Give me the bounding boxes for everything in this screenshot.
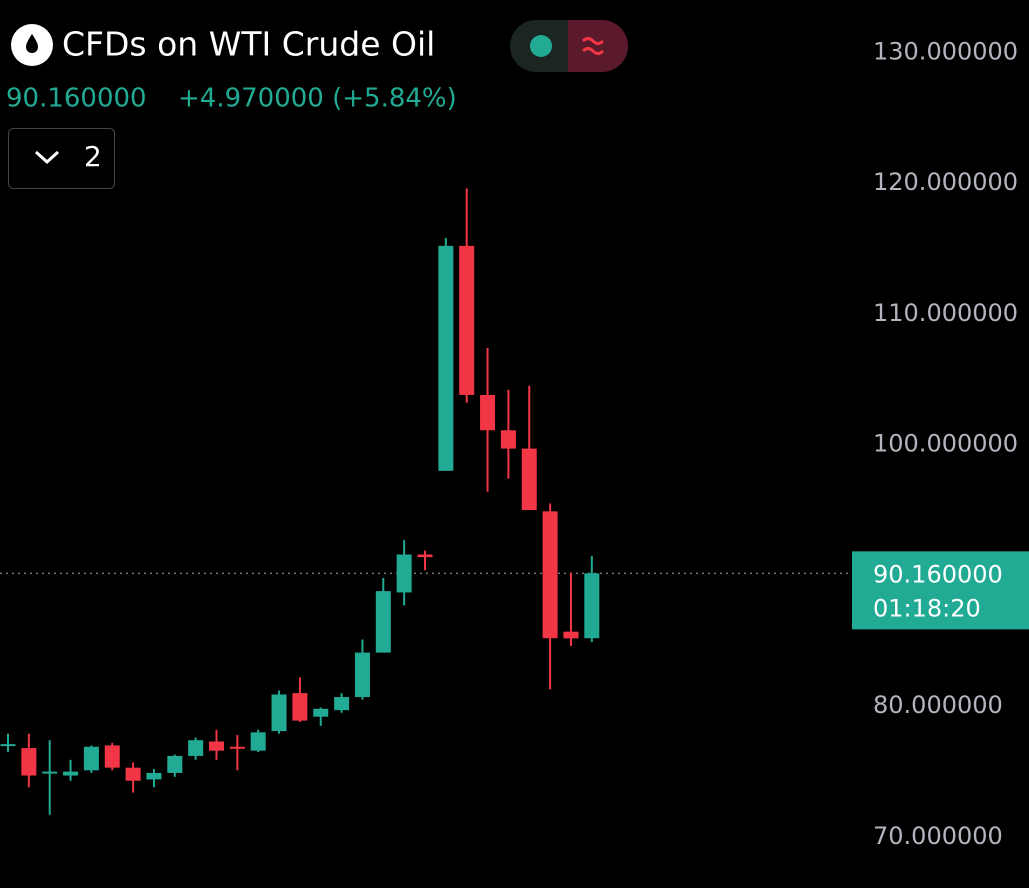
y-tick-label: 110.000000 [873, 299, 1018, 327]
candle [146, 768, 162, 788]
candle [209, 729, 224, 760]
candle [417, 550, 433, 571]
last-price: 90.160000 [6, 84, 147, 114]
status-badge-right [568, 20, 628, 72]
indicators-toggle[interactable] [8, 128, 115, 189]
candle [21, 733, 37, 788]
delayed-icon [581, 37, 605, 55]
candle-body [396, 554, 412, 593]
drop-icon [26, 34, 38, 53]
candle-body [271, 694, 287, 732]
candle-body [375, 591, 391, 653]
candle [167, 754, 183, 777]
price-tag-countdown: 01:18:20 [873, 594, 981, 622]
candle-body [125, 767, 141, 781]
candle [334, 693, 350, 713]
candle [292, 677, 308, 722]
price-tag [852, 551, 1029, 630]
candle [563, 572, 579, 647]
candle [0, 733, 16, 752]
symbol-title: CFDs on WTI Crude Oil [62, 25, 435, 64]
market-open-dot [530, 35, 552, 57]
candle-body [83, 746, 99, 771]
price-change: +4.970000 (+5.84%) [178, 84, 457, 114]
candle-body [334, 697, 350, 711]
candle-body [21, 748, 37, 776]
candle-body [313, 708, 329, 717]
candle [584, 555, 600, 643]
y-tick-label: 120.000000 [873, 168, 1018, 196]
candle-body [250, 732, 266, 751]
candle [63, 759, 79, 781]
candle-body [292, 693, 308, 721]
candle [188, 737, 204, 760]
y-tick-label: 80.000000 [873, 691, 1003, 719]
candle-body [104, 745, 120, 768]
candle [354, 639, 370, 700]
candle-body [542, 511, 558, 639]
candle [438, 238, 454, 471]
candle [459, 188, 475, 403]
candle-body [209, 741, 224, 751]
candle [542, 503, 558, 690]
candle-body [563, 631, 579, 639]
chevron-icon [34, 150, 60, 165]
candle-body [521, 448, 537, 511]
candle-body [500, 430, 516, 449]
y-tick-label: 70.000000 [873, 822, 1003, 850]
candle [396, 540, 412, 606]
candle [250, 729, 266, 752]
candle [521, 385, 537, 511]
candle [375, 578, 391, 653]
candle [125, 762, 141, 793]
indicator-count: 2 [84, 140, 102, 173]
candle-body [0, 744, 16, 747]
candle-body [188, 740, 204, 756]
candle [500, 389, 516, 479]
candle-body [146, 772, 162, 780]
candle [229, 734, 245, 771]
candle-body [229, 746, 245, 749]
candle-body [480, 394, 496, 431]
candle-body [354, 652, 370, 698]
candle [313, 707, 329, 726]
candle [480, 347, 496, 492]
candle [83, 745, 99, 773]
candle-body [459, 245, 475, 395]
header: CFDs on WTI Crude Oil 90.160000 +4.97000… [6, 20, 628, 189]
candle [271, 690, 287, 734]
price-tag-value: 90.160000 [873, 560, 1003, 588]
y-tick-label: 130.000000 [873, 37, 1018, 65]
candle-body [417, 554, 433, 558]
candle-body [438, 245, 454, 471]
candle-body [63, 771, 79, 776]
candle-body [167, 755, 183, 773]
candle-body [584, 573, 600, 639]
candle-body [42, 771, 58, 774]
candle [104, 742, 120, 771]
y-tick-label: 100.000000 [873, 430, 1018, 458]
candle [42, 740, 58, 815]
